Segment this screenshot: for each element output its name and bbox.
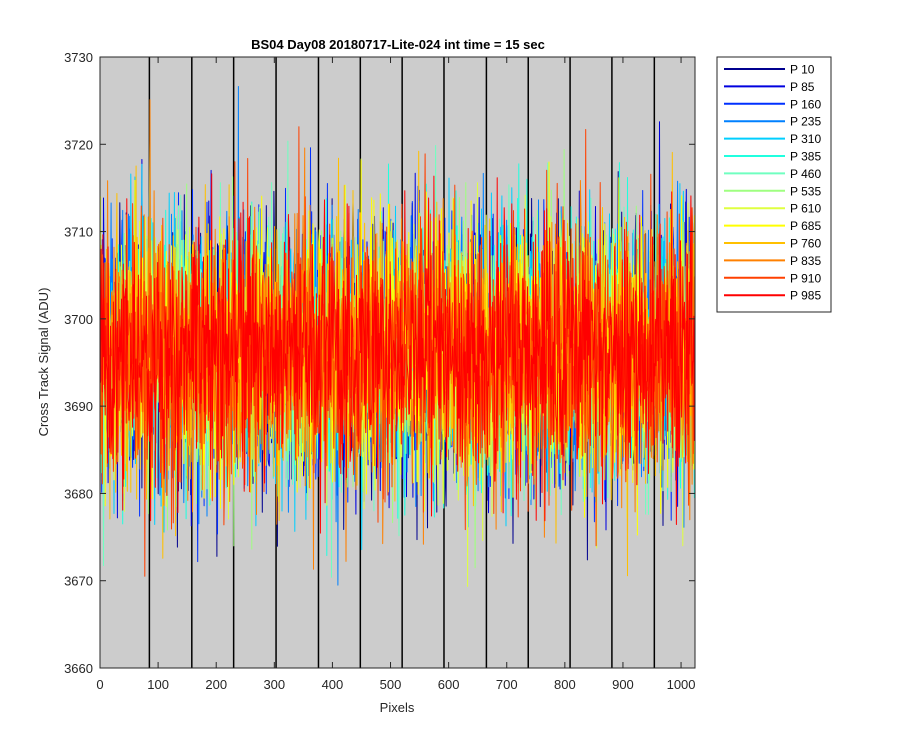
legend-label-6: P 460 (790, 167, 821, 181)
chart-title: BS04 Day08 20180717-Lite-024 int time = … (251, 37, 545, 52)
x-tick-label-4: 400 (322, 677, 344, 692)
x-axis-label: Pixels (380, 700, 415, 715)
x-tick-label-10: 1000 (667, 677, 696, 692)
y-tick-label-6: 3720 (64, 137, 93, 152)
legend-label-8: P 610 (790, 202, 821, 216)
plot-frame (99, 56, 696, 669)
legend-box (716, 56, 832, 313)
y-tick-label-7: 3730 (64, 50, 93, 65)
series-line-p985 (99, 173, 696, 534)
legend: P 10 P 85 P 160 P 235 P 310 P 385 P 460 P 535 P … (716, 56, 832, 313)
y-axis-label: Cross Track Signal (ADU) (36, 288, 51, 437)
legend-label-2: P 160 (790, 97, 821, 111)
x-tick-label-8: 800 (554, 677, 576, 692)
y-axis-ticks: 3660 3670 3680 3690 3700 3710 3720 3730 (64, 50, 695, 676)
x-axis-ticks: 0 100 200 300 400 500 600 700 800 900 1000 (96, 57, 696, 692)
x-tick-label-5: 500 (380, 677, 402, 692)
x-tick-label-0: 0 (96, 677, 103, 692)
y-tick-label-2: 3680 (64, 486, 93, 501)
y-tick-label-5: 3710 (64, 225, 93, 240)
y-tick-label-0: 3660 (64, 661, 93, 676)
legend-label-0: P 10 (790, 63, 815, 77)
x-tick-label-3: 300 (263, 677, 285, 692)
legend-label-4: P 310 (790, 132, 821, 146)
x-tick-label-9: 900 (612, 677, 634, 692)
legend-label-12: P 910 (790, 271, 821, 285)
x-tick-label-1: 100 (147, 677, 169, 692)
legend-label-10: P 760 (790, 237, 821, 251)
legend-label-7: P 535 (790, 184, 821, 198)
legend-label-1: P 85 (790, 80, 815, 94)
legend-label-5: P 385 (790, 150, 821, 164)
x-tick-label-6: 600 (438, 677, 460, 692)
y-tick-label-4: 3700 (64, 312, 93, 327)
legend-label-13: P 985 (790, 289, 821, 303)
y-tick-label-3: 3690 (64, 399, 93, 414)
x-tick-label-2: 200 (205, 677, 227, 692)
y-tick-label-1: 3670 (64, 574, 93, 589)
x-tick-label-7: 700 (496, 677, 518, 692)
legend-label-3: P 235 (790, 115, 821, 129)
series-lines (99, 86, 696, 587)
legend-label-9: P 685 (790, 219, 821, 233)
legend-label-11: P 835 (790, 254, 821, 268)
